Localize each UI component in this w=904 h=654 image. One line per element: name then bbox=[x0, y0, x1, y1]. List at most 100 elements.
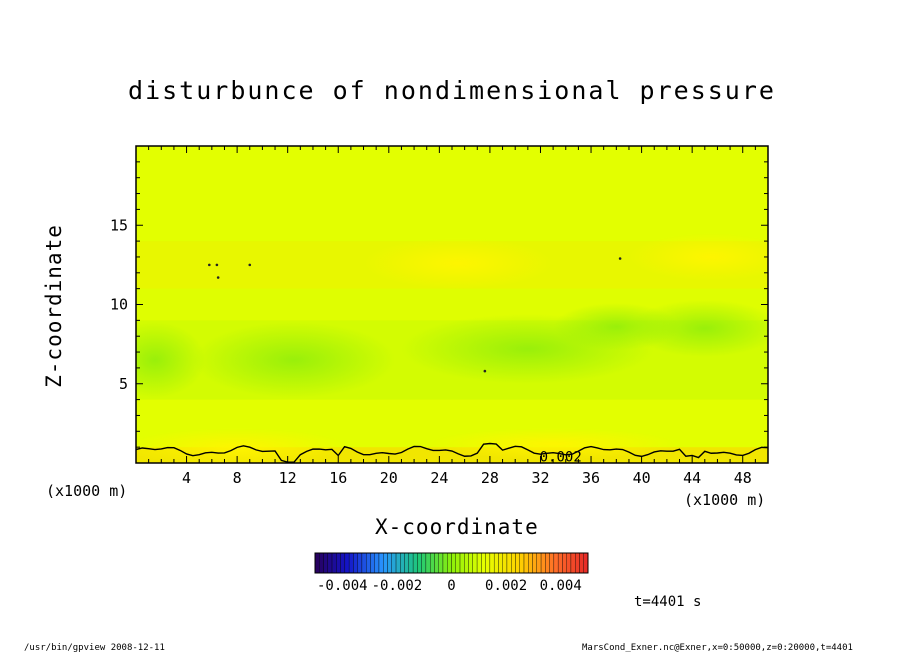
colorbar-cell bbox=[464, 552, 469, 574]
colorbar-cell bbox=[425, 552, 431, 574]
colorbar-cell bbox=[442, 552, 448, 574]
x-axis-label: X-coordinate bbox=[375, 515, 539, 539]
colorbar-cell bbox=[417, 552, 422, 574]
colorbar-cell bbox=[459, 552, 465, 574]
colorbar-cell bbox=[549, 552, 555, 574]
colorbar-cell bbox=[506, 552, 512, 574]
colorbar-cell bbox=[519, 552, 525, 574]
x-tick-label: 28 bbox=[481, 469, 499, 487]
colorbar-cell bbox=[447, 552, 452, 574]
field-patch bbox=[136, 321, 206, 399]
chart-title: disturbunce of nondimensional pressure bbox=[128, 76, 776, 105]
colorbar-cell bbox=[400, 552, 405, 574]
contour-speck bbox=[618, 257, 622, 260]
field-patch bbox=[628, 233, 768, 281]
colorbar-cell bbox=[536, 552, 542, 574]
x-tick-label: 32 bbox=[531, 469, 549, 487]
colorbar-cell bbox=[387, 552, 392, 574]
contour-line bbox=[136, 442, 768, 463]
colorbar-cell bbox=[545, 552, 550, 574]
colorbar-cell bbox=[540, 552, 546, 574]
contour-speck bbox=[248, 263, 252, 267]
colorbar-cell bbox=[331, 552, 337, 574]
colorbar-tick-label: 0.004 bbox=[540, 578, 582, 594]
y-tick-label: 5 bbox=[119, 375, 128, 393]
colorbar-cell bbox=[391, 552, 397, 574]
x-tick-label: 36 bbox=[582, 469, 600, 487]
contour-label: 0.002 bbox=[540, 449, 582, 465]
colorbar-cell bbox=[472, 552, 478, 574]
colorbar-cell bbox=[575, 552, 580, 574]
colorbar-tick-label: -0.004 bbox=[317, 578, 368, 594]
colorbar-cell bbox=[404, 552, 410, 574]
field-patch bbox=[553, 302, 680, 351]
colorbar-cell bbox=[566, 552, 572, 574]
colorbar-cell bbox=[370, 552, 375, 574]
colorbar-cell bbox=[340, 552, 346, 574]
colorbar-cell bbox=[451, 552, 456, 574]
footer-left: /usr/bin/gpview 2008-12-11 bbox=[24, 643, 165, 653]
x-tick-label: 40 bbox=[633, 469, 651, 487]
colorbar-frame bbox=[314, 552, 589, 574]
x-tick-label: 48 bbox=[734, 469, 752, 487]
colorbar-cell bbox=[489, 552, 495, 574]
colorbar-cell bbox=[366, 552, 371, 574]
colorbar-cell bbox=[515, 552, 520, 574]
colorbar-cell bbox=[429, 552, 435, 574]
colorbar-cell bbox=[327, 552, 333, 574]
colorbar-cell bbox=[344, 552, 350, 574]
field-patch bbox=[426, 428, 680, 460]
colorbar-cell bbox=[395, 552, 401, 574]
x-unit-left: (x1000 m) bbox=[46, 482, 128, 500]
colorbar-cell bbox=[468, 552, 474, 574]
colorbar-cell bbox=[408, 552, 414, 574]
colorbar-tick-label: -0.002 bbox=[372, 578, 423, 594]
colorbar-cell bbox=[523, 552, 529, 574]
colorbar-tick-label: 0.002 bbox=[485, 578, 527, 594]
colorbar-cell bbox=[378, 552, 384, 574]
colorbar-cell bbox=[438, 552, 444, 574]
colorbar-cell bbox=[498, 552, 503, 574]
field-patches bbox=[136, 233, 768, 463]
colorbar-cell bbox=[562, 552, 567, 574]
contour-speck bbox=[208, 263, 211, 267]
colorbar-tick-label: 0 bbox=[447, 578, 455, 594]
colorbar-cell bbox=[434, 552, 439, 574]
colorbar-cell bbox=[455, 552, 461, 574]
time-label: t=4401 s bbox=[634, 594, 702, 610]
colorbar-cell bbox=[553, 552, 559, 574]
x-tick-label: 4 bbox=[182, 469, 191, 487]
colorbar: -0.004 -0.002 0 0.002 0.004 bbox=[314, 552, 589, 594]
colorbar-cell bbox=[583, 552, 589, 574]
colorbar-cell bbox=[336, 552, 341, 574]
colorbar-cell bbox=[528, 552, 533, 574]
x-tick-label: 20 bbox=[380, 469, 398, 487]
colorbar-cell bbox=[353, 552, 358, 574]
colorbar-cell bbox=[502, 552, 508, 574]
colorbar-cell bbox=[421, 552, 427, 574]
colorbar-cell bbox=[579, 552, 584, 574]
colorbar-cell bbox=[476, 552, 482, 574]
colorbar-cell bbox=[361, 552, 367, 574]
field-band bbox=[136, 146, 768, 242]
y-tick-label: 15 bbox=[110, 216, 128, 234]
colorbar-cell bbox=[319, 552, 324, 574]
colorbar-cell bbox=[412, 552, 418, 574]
x-unit-right: (x1000 m) bbox=[684, 491, 766, 509]
colorbar-cell bbox=[383, 552, 388, 574]
colorbar-cell bbox=[485, 552, 491, 574]
y-tick-label: 10 bbox=[110, 296, 128, 314]
x-tick-label: 16 bbox=[329, 469, 347, 487]
colorbar-cell bbox=[511, 552, 516, 574]
colorbar-cell bbox=[323, 552, 328, 574]
colorbar-cell bbox=[314, 552, 320, 574]
colorbar-cell bbox=[357, 552, 363, 574]
x-tick-label: 24 bbox=[430, 469, 448, 487]
contour-speck bbox=[215, 263, 219, 267]
x-tick-label: 12 bbox=[279, 469, 297, 487]
colorbar-cell bbox=[570, 552, 576, 574]
colorbar-cell bbox=[557, 552, 563, 574]
colorbar-cell bbox=[374, 552, 380, 574]
